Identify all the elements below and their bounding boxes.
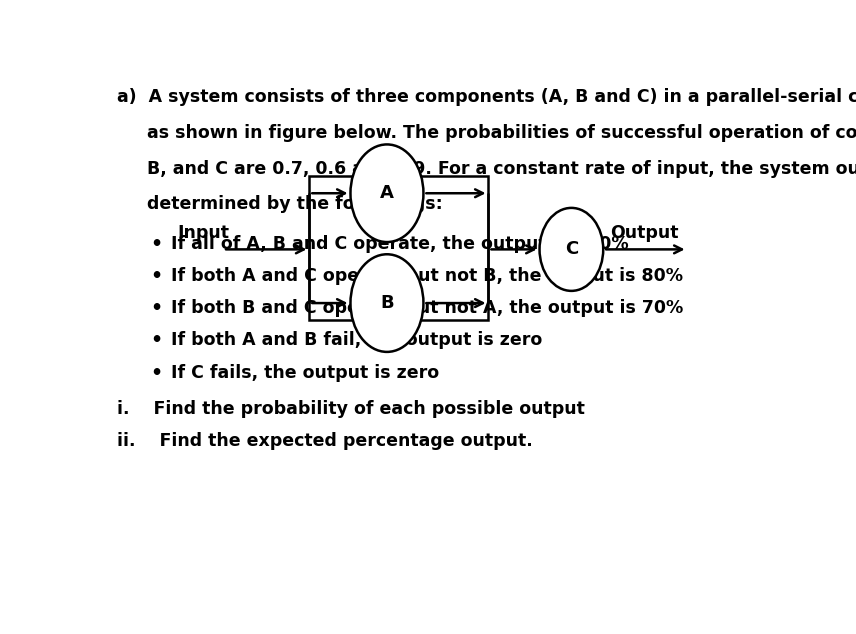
Text: C: C	[565, 240, 578, 259]
Ellipse shape	[350, 254, 424, 352]
Text: ii.    Find the expected percentage output.: ii. Find the expected percentage output.	[117, 432, 532, 450]
Text: B, and C are 0.7, 0.6 and 0.9. For a constant rate of input, the system output i: B, and C are 0.7, 0.6 and 0.9. For a con…	[117, 160, 856, 178]
Ellipse shape	[350, 145, 424, 242]
Text: If both B and C operate but not A, the output is 70%: If both B and C operate but not A, the o…	[171, 299, 684, 317]
Text: If all of A, B and C operate, the output is 100%: If all of A, B and C operate, the output…	[171, 235, 629, 253]
Text: Output: Output	[609, 224, 678, 242]
Text: •: •	[151, 299, 163, 318]
Text: •: •	[151, 235, 163, 254]
Text: If both A and B fail, the output is zero: If both A and B fail, the output is zero	[171, 332, 543, 349]
Text: •: •	[151, 364, 163, 382]
Text: A: A	[380, 184, 394, 202]
Ellipse shape	[539, 208, 603, 291]
Text: If both A and C operate but not B, the output is 80%: If both A and C operate but not B, the o…	[171, 267, 683, 285]
Text: a)  A system consists of three components (A, B and C) in a parallel-serial conf: a) A system consists of three components…	[117, 88, 856, 107]
Text: •: •	[151, 267, 163, 286]
Text: determined by the followings:: determined by the followings:	[117, 195, 443, 213]
Text: Input: Input	[177, 224, 229, 242]
Text: •: •	[151, 332, 163, 351]
Text: as shown in figure below. The probabilities of successful operation of component: as shown in figure below. The probabilit…	[117, 124, 856, 142]
Text: If C fails, the output is zero: If C fails, the output is zero	[171, 364, 439, 382]
Bar	[309, 176, 489, 320]
Text: B: B	[380, 294, 394, 312]
Text: i.    Find the probability of each possible output: i. Find the probability of each possible…	[117, 400, 585, 418]
